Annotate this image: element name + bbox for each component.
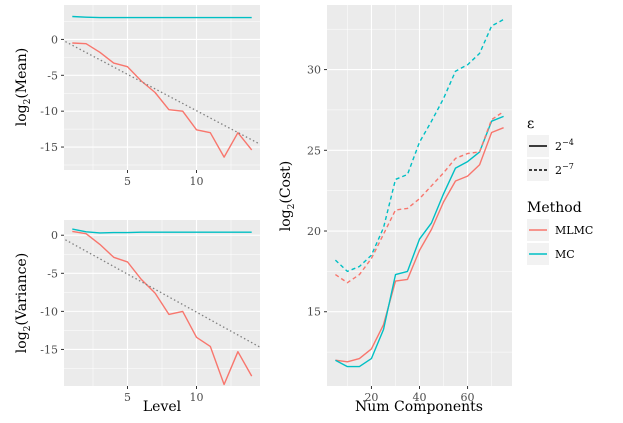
x-tick-label: 10: [190, 391, 204, 404]
series-line-mc-2-4: [335, 115, 504, 368]
panel-cost-marks: [334, 18, 504, 368]
legend-label-eps-2: 2−7: [555, 162, 574, 177]
panel-variance-grid: [64, 220, 260, 386]
y-tick-label: -10: [40, 105, 58, 118]
panel-mean: 5 10 0 -5 -10 -15 log2(Mean): [14, 5, 261, 188]
legend-key-bg-2: [527, 159, 549, 181]
panel-variance-ticks: 5 10 0 -5 -10 -15: [40, 229, 203, 404]
y-tick-label: 15: [307, 306, 321, 319]
panel-variance: 5 10 0 -5 -10 -15 log2(Variance) Level: [14, 220, 261, 415]
legend-label-mlmc: MLMC: [555, 224, 593, 237]
series-line-mc: [72, 15, 252, 19]
panel-cost: 20 40 60 15 20 25 30 log2(Cost) Num Components: [278, 5, 512, 415]
y-tick-label: -5: [47, 267, 58, 280]
x-tick-label: 60: [461, 391, 475, 404]
legend-epsilon-title: ε: [527, 116, 534, 132]
y-tick-label: -5: [47, 69, 58, 82]
x-tick-label: 10: [190, 175, 204, 188]
y-tick-label: 20: [307, 225, 321, 238]
legend-method: Method MLMC MC: [527, 200, 593, 265]
legend-method-title: Method: [527, 200, 582, 216]
y-tick-label: 0: [51, 33, 58, 46]
legend-label-mc: MC: [555, 248, 575, 261]
panel-mean-grid: [64, 5, 260, 170]
y-tick-label: 30: [307, 64, 321, 77]
x-tick-label: 20: [364, 391, 378, 404]
y-tick-label: 0: [51, 229, 58, 242]
panel-mean-ylabel: log2(Mean): [14, 48, 33, 127]
series-line-mlmc: [72, 230, 253, 386]
panel-cost-xlabel: Num Components: [355, 399, 483, 415]
legend-label-eps-1: 2−4: [555, 138, 574, 153]
y-tick-label: -10: [40, 305, 58, 318]
panel-cost-ticks: 20 40 60 15 20 25 30: [307, 64, 475, 404]
panel-mean-ticks: 5 10 0 -5 -10 -15: [40, 33, 203, 188]
x-tick-label: 5: [124, 175, 131, 188]
x-tick-label: 40: [413, 391, 427, 404]
series-line-trend: [65, 239, 261, 348]
series-line-mlmc-2-7: [335, 111, 504, 284]
panel-mean-marks: [65, 15, 261, 158]
series-line-mlmc: [72, 42, 253, 158]
y-tick-label: 25: [307, 144, 321, 157]
panel-variance-marks: [65, 228, 261, 386]
y-tick-label: -15: [40, 141, 58, 154]
panel-variance-xlabel: Level: [143, 399, 182, 415]
panel-cost-ylabel: log2(Cost): [278, 161, 297, 231]
y-tick-label: -15: [40, 343, 58, 356]
series-line-mc: [72, 228, 252, 234]
panel-cost-grid: [327, 5, 512, 386]
series-line-trend: [65, 41, 261, 145]
series-line-mlmc-2-4: [335, 127, 504, 363]
legend-epsilon: ε 2−4 2−7: [527, 116, 574, 181]
x-tick-label: 5: [124, 391, 131, 404]
panel-variance-ylabel: log2(Variance): [14, 253, 33, 353]
